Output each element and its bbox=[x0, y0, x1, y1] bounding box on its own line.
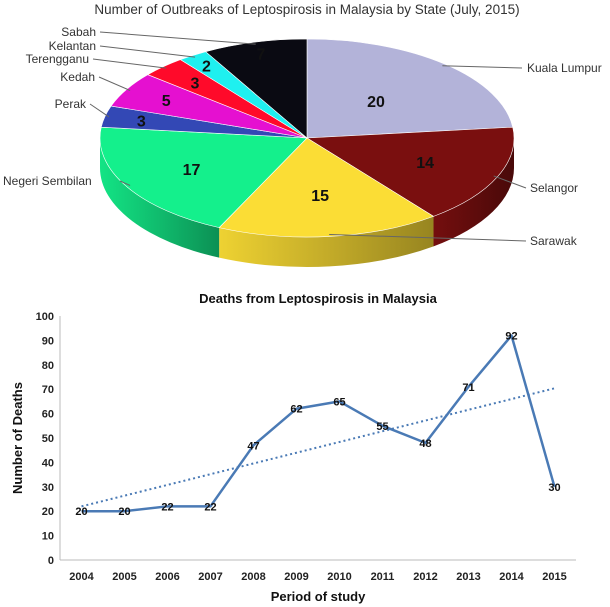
pie-sides bbox=[100, 138, 514, 267]
x-axis-title: Period of study bbox=[271, 589, 366, 604]
y-tick-100: 100 bbox=[36, 311, 54, 323]
pie-value-negeri-sembilan: 17 bbox=[183, 162, 201, 179]
pie-tops bbox=[99, 38, 515, 238]
x-tick-2014: 2014 bbox=[499, 571, 524, 583]
pie-slice-sabah bbox=[205, 38, 308, 139]
line-chart-title: Deaths from Leptospirosis in Malaysia bbox=[199, 291, 437, 306]
y-tick-40: 40 bbox=[42, 457, 54, 469]
pie-value-perak: 3 bbox=[137, 113, 146, 130]
x-tick-2008: 2008 bbox=[241, 571, 265, 583]
x-tick-2011: 2011 bbox=[371, 571, 395, 583]
y-tick-10: 10 bbox=[42, 531, 54, 543]
x-tick-2013: 2013 bbox=[456, 571, 480, 583]
pie-value-kuala-lumpur: 20 bbox=[367, 94, 385, 111]
pie-callout-selangor bbox=[493, 175, 527, 189]
data-label-2011: 55 bbox=[376, 421, 388, 433]
pie-chart: Number of Outbreaks of Leptospirosis in … bbox=[3, 2, 602, 267]
pie-label-kuala-lumpur: Kuala Lumpur bbox=[527, 61, 602, 75]
y-axis-title: Number of Deaths bbox=[10, 382, 25, 494]
pie-label-sabah: Sabah bbox=[61, 25, 96, 39]
pie-callout-perak bbox=[89, 103, 110, 118]
x-tick-2010: 2010 bbox=[327, 571, 351, 583]
pie-side-negeri-sembilan bbox=[100, 138, 220, 258]
y-tick-70: 70 bbox=[42, 384, 54, 396]
pie-side-sarawak bbox=[219, 216, 434, 267]
x-tick-2015: 2015 bbox=[542, 571, 566, 583]
x-tick-2006: 2006 bbox=[155, 571, 179, 583]
data-label-2005: 20 bbox=[118, 506, 130, 518]
pie-value-kedah: 5 bbox=[162, 93, 171, 110]
pie-callout-terengganu bbox=[92, 58, 167, 69]
y-tick-0: 0 bbox=[48, 555, 54, 567]
pie-callout-kuala-lumpur bbox=[442, 65, 523, 69]
data-label-2006: 22 bbox=[161, 501, 173, 513]
pie-value-kelantan: 2 bbox=[202, 58, 211, 75]
pie-label-sarawak: Sarawak bbox=[530, 234, 578, 248]
data-label-2010: 65 bbox=[333, 396, 345, 408]
data-label-2012: 48 bbox=[419, 438, 431, 450]
pie-slice-negeri-sembilan bbox=[99, 126, 308, 228]
pie-label-selangor: Selangor bbox=[530, 181, 578, 195]
y-tick-50: 50 bbox=[42, 433, 54, 445]
x-tick-2004: 2004 bbox=[69, 571, 94, 583]
pie-callout-kedah bbox=[98, 76, 131, 91]
pie-labels: Kuala Lumpur Selangor Sarawak Negeri Sembil… bbox=[3, 25, 602, 248]
pie-slice-sarawak bbox=[218, 137, 435, 238]
pie-label-negeri-sembilan: Negeri Sembilan bbox=[3, 174, 92, 188]
pie-value-sabah: 7 bbox=[256, 47, 265, 64]
pie-value-terengganu: 3 bbox=[190, 75, 199, 92]
y-tick-90: 90 bbox=[42, 335, 54, 347]
pie-value-selangor: 14 bbox=[416, 155, 434, 172]
data-label-2014: 92 bbox=[505, 331, 517, 343]
y-tick-20: 20 bbox=[42, 506, 54, 518]
x-tick-2005: 2005 bbox=[112, 571, 136, 583]
pie-slice-selangor bbox=[306, 126, 515, 217]
data-label-2009: 62 bbox=[290, 404, 302, 416]
x-tick-2012: 2012 bbox=[413, 571, 437, 583]
pie-side-selangor bbox=[433, 138, 514, 247]
data-label-2013: 71 bbox=[462, 382, 474, 394]
data-label-2008: 47 bbox=[247, 440, 259, 452]
y-tick-30: 30 bbox=[42, 482, 54, 494]
y-tick-80: 80 bbox=[42, 360, 54, 372]
pie-label-perak: Perak bbox=[55, 97, 87, 111]
series-line bbox=[81, 334, 556, 513]
pie-callout-sabah bbox=[99, 31, 256, 45]
pie-chart-title: Number of Outbreaks of Leptospirosis in … bbox=[94, 2, 519, 17]
x-tick-2009: 2009 bbox=[284, 571, 308, 583]
x-tick-2007: 2007 bbox=[198, 571, 222, 583]
pie-slice-kuala-lumpur bbox=[306, 38, 514, 139]
pie-label-kedah: Kedah bbox=[60, 70, 95, 84]
trendline bbox=[81, 387, 555, 508]
pie-value-sarawak: 15 bbox=[311, 188, 329, 205]
pie-callout-negeri-sembilan bbox=[119, 180, 131, 186]
line-chart: Deaths from Leptospirosis in Malaysia 0 1… bbox=[10, 291, 576, 604]
pie-label-terengganu: Terengganu bbox=[26, 52, 89, 66]
x-ticks: 2004 2005 2006 2007 2008 2009 2010 2011 2012 2013… bbox=[69, 571, 566, 583]
data-label-2007: 22 bbox=[204, 501, 216, 513]
y-tick-60: 60 bbox=[42, 409, 54, 421]
data-label-2004: 20 bbox=[75, 506, 87, 518]
pie-callout-sarawak bbox=[329, 233, 527, 242]
y-ticks: 0 10 20 30 40 50 60 70 80 90 100 bbox=[36, 311, 54, 567]
data-labels: 20 20 22 22 47 62 65 55 48 71 92 30 bbox=[75, 331, 560, 519]
pie-callout-kelantan bbox=[99, 45, 196, 58]
data-label-2015: 30 bbox=[548, 482, 560, 494]
pie-label-kelantan: Kelantan bbox=[49, 39, 96, 53]
